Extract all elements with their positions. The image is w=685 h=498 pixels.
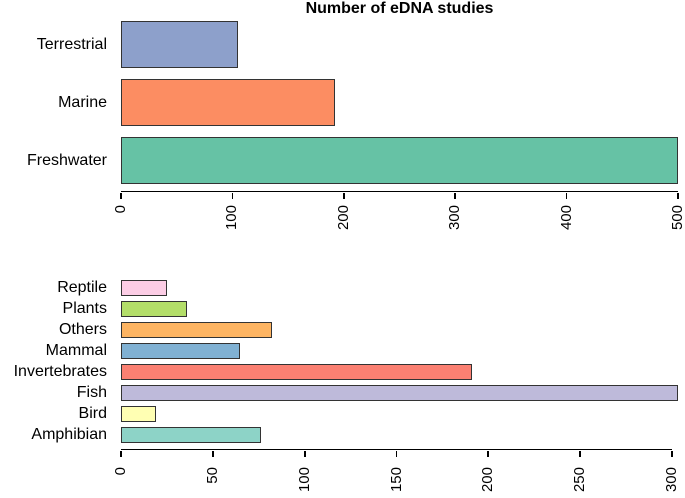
category-label-invertebrates: Invertebrates	[13, 363, 107, 380]
x-tick-label: 200	[334, 205, 352, 231]
x-tick-label: 200	[479, 467, 497, 493]
x-axis-line	[121, 191, 678, 192]
category-label-fish: Fish	[76, 384, 107, 401]
x-tick-label: 250	[571, 467, 589, 493]
bar-mammal	[121, 343, 240, 359]
x-tick	[565, 192, 568, 199]
chart-title: Number of eDNA studies	[305, 0, 494, 17]
x-tick	[120, 192, 122, 199]
category-label-reptile: Reptile	[57, 279, 107, 296]
category-label-amphibian: Amphibian	[31, 426, 107, 443]
x-tick	[677, 192, 679, 199]
bar-freshwater	[121, 137, 678, 184]
x-tick	[579, 450, 581, 457]
category-label-plants: Plants	[62, 300, 107, 317]
bar-marine	[121, 79, 335, 126]
x-tick	[395, 450, 398, 457]
x-tick	[231, 192, 234, 199]
bar-reptile	[121, 280, 167, 296]
x-tick	[454, 192, 457, 199]
bar-amphibian	[121, 427, 261, 443]
category-label-terrestrial: Terrestrial	[36, 35, 107, 53]
x-tick-label: 300	[446, 205, 464, 231]
x-tick-label: 0	[112, 205, 129, 214]
category-label-mammal: Mammal	[45, 342, 107, 359]
x-tick	[303, 450, 306, 457]
x-tick-label: 150	[387, 467, 405, 493]
x-tick	[120, 450, 122, 457]
bar-fish	[121, 385, 678, 401]
x-tick-label: 100	[223, 205, 241, 231]
x-tick-label: 500	[669, 205, 685, 231]
bar-terrestrial	[121, 21, 238, 68]
x-tick	[671, 450, 673, 457]
category-label-freshwater: Freshwater	[26, 151, 107, 169]
x-tick	[211, 450, 214, 457]
category-label-bird: Bird	[78, 405, 107, 422]
x-tick-label: 50	[203, 467, 221, 484]
category-label-marine: Marine	[58, 93, 107, 111]
x-tick-label: 0	[112, 467, 129, 476]
x-tick-label: 300	[663, 467, 680, 493]
x-tick	[342, 192, 345, 199]
bar-invertebrates	[121, 364, 472, 380]
bar-plants	[121, 301, 187, 317]
category-label-others: Others	[58, 321, 107, 338]
x-tick-label: 100	[295, 467, 313, 493]
bar-bird	[121, 406, 156, 422]
x-tick-label: 400	[557, 205, 575, 231]
bar-others	[121, 322, 272, 338]
x-tick	[487, 450, 490, 457]
x-axis-line	[121, 449, 672, 450]
